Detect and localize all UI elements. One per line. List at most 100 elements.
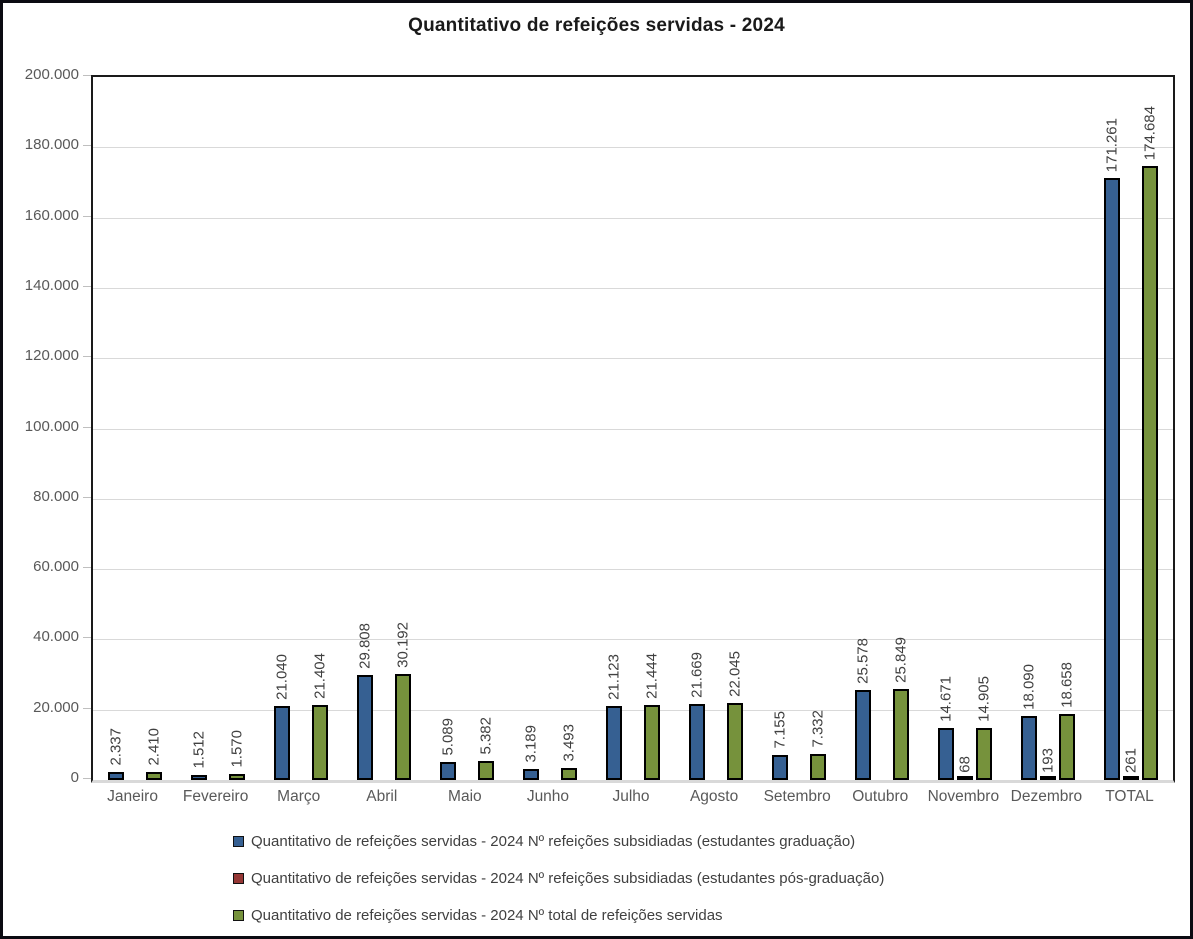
bar-value-label: 7.332 [809,710,827,748]
bar-cluster-Agosto: 21.669 22.045 [675,77,758,780]
x-axis-label-Janeiro: Janeiro [107,788,158,805]
x-axis-label-TOTAL: TOTAL [1105,788,1154,805]
bar-slot-pos-graduacao [625,77,641,780]
bar-cluster-Abril: 29.808 30.192 [342,77,425,780]
y-axis-tick-mark [83,215,91,217]
bar-slot-graduacao: 21.669 [688,77,706,780]
bar-graduacao-Junho [522,769,539,780]
bar-cluster-Março: 21.040 21.404 [259,77,342,780]
bar-value-label: 7.155 [771,711,789,749]
gridline-80000 [93,498,1173,500]
x-axis-label-Abril: Abril [366,788,398,805]
bar-value-label: 25.849 [892,637,910,683]
bar-slot-graduacao: 21.123 [605,77,623,780]
bar-slot-pos-graduacao [376,77,392,780]
bar-slot-pos-graduacao: 68 [957,77,974,780]
bar-value-label: 2.337 [107,728,125,766]
bar-clusters: 2.337 2.410 1.512 1.570 21.040 21.404 29.808 30… [93,77,1173,780]
bar-slot-graduacao: 3.189 [522,77,539,780]
bar-cluster-Janeiro: 2.337 2.410 [93,77,176,780]
y-axis-tick-mark [83,75,91,76]
bar-value-label: 261 [1122,747,1140,773]
bar-graduacao-Julho [606,706,622,780]
x-axis-label-Novembro: Novembro [927,788,1000,805]
y-axis-tick-label: 160.000 [24,206,79,224]
bar-value-label: 21.404 [311,653,329,699]
gridline-160000 [93,217,1173,219]
bar-value-label: 21.123 [605,654,623,700]
bar-total-Setembro [810,754,827,780]
y-axis-tick-label: 0 [70,769,79,786]
bar-value-label: 5.382 [477,717,495,755]
bar-cluster-Maio: 5.089 5.382 [425,77,508,780]
bar-total-Julho [644,705,660,780]
bar-value-label: 5.089 [439,718,457,756]
bar-slot-pos-graduacao [127,77,143,780]
bar-value-label: 1.570 [228,730,246,768]
bar-value-label: 21.669 [688,652,706,698]
x-axis-label-Dezembro: Dezembro [1010,788,1083,805]
bar-total-Dezembro [1059,714,1076,780]
bar-cluster-Dezembro: 18.090 193 18.658 [1007,77,1090,780]
bar-slot-pos-graduacao [210,77,226,780]
bar-total-Janeiro [145,772,162,780]
bar-slot-total: 14.905 [976,77,993,780]
legend-swatch-icon [233,873,244,884]
bar-slot-pos-graduacao [293,77,309,780]
x-axis-label-Fevereiro: Fevereiro [182,788,249,805]
y-axis-tick-mark [83,426,91,428]
bar-slot-graduacao: 25.578 [854,77,872,780]
bar-value-label: 18.658 [1058,662,1076,708]
y-axis-tick-label: 20.000 [33,698,79,716]
legend-label: Quantitativo de refeições servidas - 202… [251,870,885,887]
y-axis-tick-mark [83,567,91,569]
bar-total-Fevereiro [228,774,245,780]
bar-value-label: 1.512 [190,731,208,769]
bar-slot-pos-graduacao [708,77,724,780]
legend-item-pos-graduacao: Quantitativo de refeições servidas - 202… [233,870,884,887]
bar-slot-total: 174.684 [1141,77,1159,780]
y-axis-tick-label: 100.000 [24,417,79,435]
bar-value-label: 171.261 [1103,117,1121,172]
bar-pos-graduacao-TOTAL [1123,776,1140,780]
y-axis-tick-label: 40.000 [33,628,79,646]
bar-slot-graduacao: 171.261 [1103,77,1121,780]
bar-total-Maio [477,761,494,780]
y-axis-tick-label: 120.000 [24,347,79,365]
bar-value-label: 14.671 [937,676,955,722]
y-axis-tick-label: 60.000 [33,558,79,576]
x-axis-label-Junho: Junho [526,788,570,805]
bar-value-label: 21.444 [643,653,661,699]
bar-slot-total: 3.493 [560,77,577,780]
y-axis-tick-mark [83,496,91,498]
bar-slot-total: 7.332 [809,77,827,780]
bar-graduacao-Novembro [938,728,955,780]
gridline-60000 [93,569,1173,571]
bar-cluster-Novembro: 14.671 68 14.905 [924,77,1007,780]
bar-value-label: 25.578 [854,638,872,684]
bar-graduacao-Agosto [689,704,706,780]
bar-value-label: 30.192 [394,622,412,668]
bar-slot-pos-graduacao [542,77,558,780]
y-axis-tick-mark [83,356,91,358]
x-axis-label-Outubro: Outubro [852,788,909,805]
y-axis-tick-mark [83,285,91,287]
gridline-120000 [93,358,1173,360]
gridline-180000 [93,147,1173,149]
gridline-140000 [93,287,1173,289]
bar-slot-graduacao: 29.808 [356,77,373,780]
x-axis-label-Setembro: Setembro [763,788,831,805]
bar-value-label: 174.684 [1141,105,1159,160]
bar-graduacao-Outubro [855,690,872,780]
bar-value-label: 22.045 [726,651,744,697]
bar-cluster-Julho: 21.123 21.444 [591,77,674,780]
bar-slot-total: 2.410 [145,77,163,780]
bar-total-Junho [560,768,577,780]
bar-total-Agosto [727,703,744,780]
bar-value-label: 2.410 [145,728,163,766]
y-axis-tick-mark [83,637,91,639]
x-axis-label-Maio: Maio [448,788,482,805]
y-axis-tick-mark [83,778,91,779]
gridline-100000 [93,428,1173,430]
